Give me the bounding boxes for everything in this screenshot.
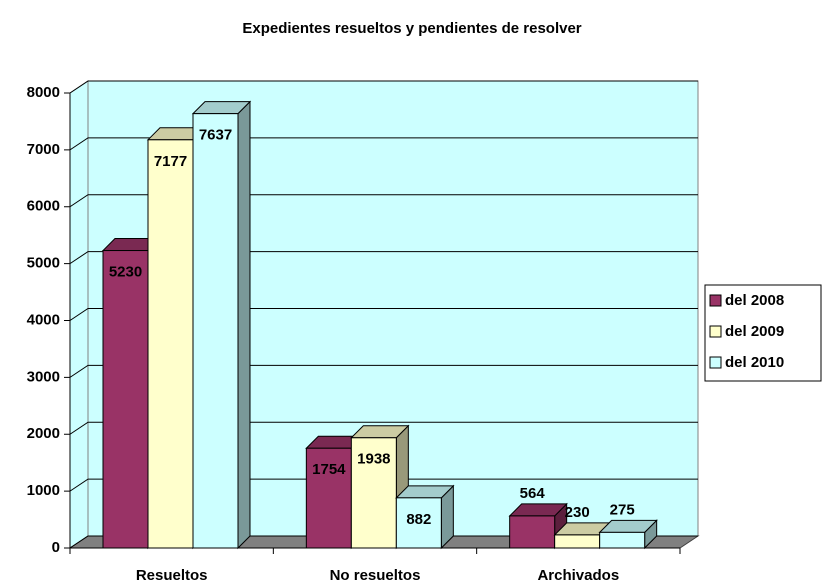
grid-line xyxy=(69,251,698,265)
data-label: 564 xyxy=(520,485,546,502)
bar xyxy=(191,100,252,550)
legend-label: del 2010 xyxy=(725,354,784,371)
bar-front xyxy=(509,515,556,549)
bar-side xyxy=(237,100,251,550)
data-label: 1754 xyxy=(312,461,346,478)
bar-front xyxy=(599,531,646,549)
y-tick-label: 1000 xyxy=(27,482,60,499)
y-tick-label: 7000 xyxy=(27,141,60,158)
legend-label: del 2009 xyxy=(725,323,784,340)
data-label: 275 xyxy=(610,501,635,518)
grid-line xyxy=(69,194,698,208)
y-tick-label: 2000 xyxy=(27,425,60,442)
grid-line xyxy=(69,364,698,378)
grid-line xyxy=(69,137,698,151)
grid-line xyxy=(69,478,698,492)
bar-front xyxy=(395,497,442,549)
legend-swatch xyxy=(709,356,722,369)
x-tick-label: Archivados xyxy=(537,567,619,584)
y-tick-label: 5000 xyxy=(27,255,60,272)
y-tick-label: 3000 xyxy=(27,368,60,385)
data-label: 882 xyxy=(406,511,431,528)
legend-box xyxy=(704,284,822,382)
bar-front xyxy=(350,437,397,549)
bar xyxy=(395,484,455,550)
bar-front xyxy=(192,113,239,549)
grid-line xyxy=(69,535,698,549)
bar-front xyxy=(554,534,601,549)
bar-front xyxy=(147,139,194,549)
x-tick-label: No resueltos xyxy=(330,567,421,584)
y-tick-label: 4000 xyxy=(27,311,60,328)
grid-line xyxy=(69,308,698,321)
bar-front xyxy=(102,250,149,549)
grid-line xyxy=(69,80,698,94)
legend-swatch xyxy=(709,325,722,338)
bar-front xyxy=(305,447,352,549)
data-label: 7637 xyxy=(199,127,232,144)
data-label: 7177 xyxy=(154,153,187,170)
y-tick-label: 6000 xyxy=(27,198,60,215)
x-tick-label: Resueltos xyxy=(136,567,208,584)
legend-label: del 2008 xyxy=(725,292,784,309)
grid-line xyxy=(69,421,698,435)
legend-swatch xyxy=(709,294,722,307)
y-tick-label: 8000 xyxy=(27,84,60,101)
data-label: 5230 xyxy=(109,264,142,281)
bar xyxy=(598,519,658,550)
data-label: 230 xyxy=(565,504,590,521)
chart-title: Expedientes resueltos y pendientes de re… xyxy=(242,20,581,37)
data-label: 1938 xyxy=(357,451,390,468)
y-tick-label: 0 xyxy=(52,539,60,556)
